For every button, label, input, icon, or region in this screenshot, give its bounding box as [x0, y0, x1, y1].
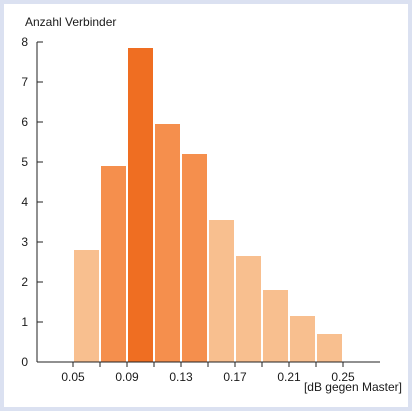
x-tick-label-0.25: 0.25	[331, 370, 355, 384]
y-tick-label-7: 7	[21, 75, 28, 89]
bar-0.21	[290, 316, 315, 362]
y-axis-label: Anzahl Verbinder	[25, 15, 116, 29]
y-tick-label-1: 1	[21, 315, 28, 329]
bar-0.19	[263, 290, 288, 362]
y-tick-label-2: 2	[21, 275, 28, 289]
bar-0.07	[101, 166, 126, 362]
y-ticks-group: 0 1 2 3 4 5 6 7 8	[21, 35, 43, 369]
x-axis-label: [dB gegen Master]	[304, 380, 402, 394]
bar-0.15	[209, 220, 234, 362]
bar-0.17	[236, 256, 261, 362]
x-tick-label-0.17: 0.17	[223, 370, 247, 384]
x-tick-label-0.09: 0.09	[115, 370, 139, 384]
x-tick-label-0.13: 0.13	[169, 370, 193, 384]
y-tick-label-4: 4	[21, 195, 28, 209]
bar-chart: Anzahl Verbinder [dB gegen Master] 0 1 2 3 4…	[21, 15, 402, 394]
y-tick-label-8: 8	[21, 35, 28, 49]
y-tick-label-5: 5	[21, 155, 28, 169]
y-tick-label-0: 0	[21, 355, 28, 369]
bar-0.09	[128, 48, 153, 362]
x-ticks-group: 0.05 0.09 0.13 0.17 0.21 0.25	[61, 362, 355, 384]
bar-0.23	[317, 334, 342, 362]
x-tick-label-0.21: 0.21	[277, 370, 301, 384]
chart-frame: Anzahl Verbinder [dB gegen Master] 0 1 2 3 4…	[4, 4, 408, 407]
y-tick-label-6: 6	[21, 115, 28, 129]
bars-group	[74, 48, 342, 362]
x-tick-label-0.05: 0.05	[61, 370, 85, 384]
bar-0.05	[74, 250, 99, 362]
bar-0.13	[182, 154, 207, 362]
y-tick-label-3: 3	[21, 235, 28, 249]
bar-0.11	[155, 124, 180, 362]
